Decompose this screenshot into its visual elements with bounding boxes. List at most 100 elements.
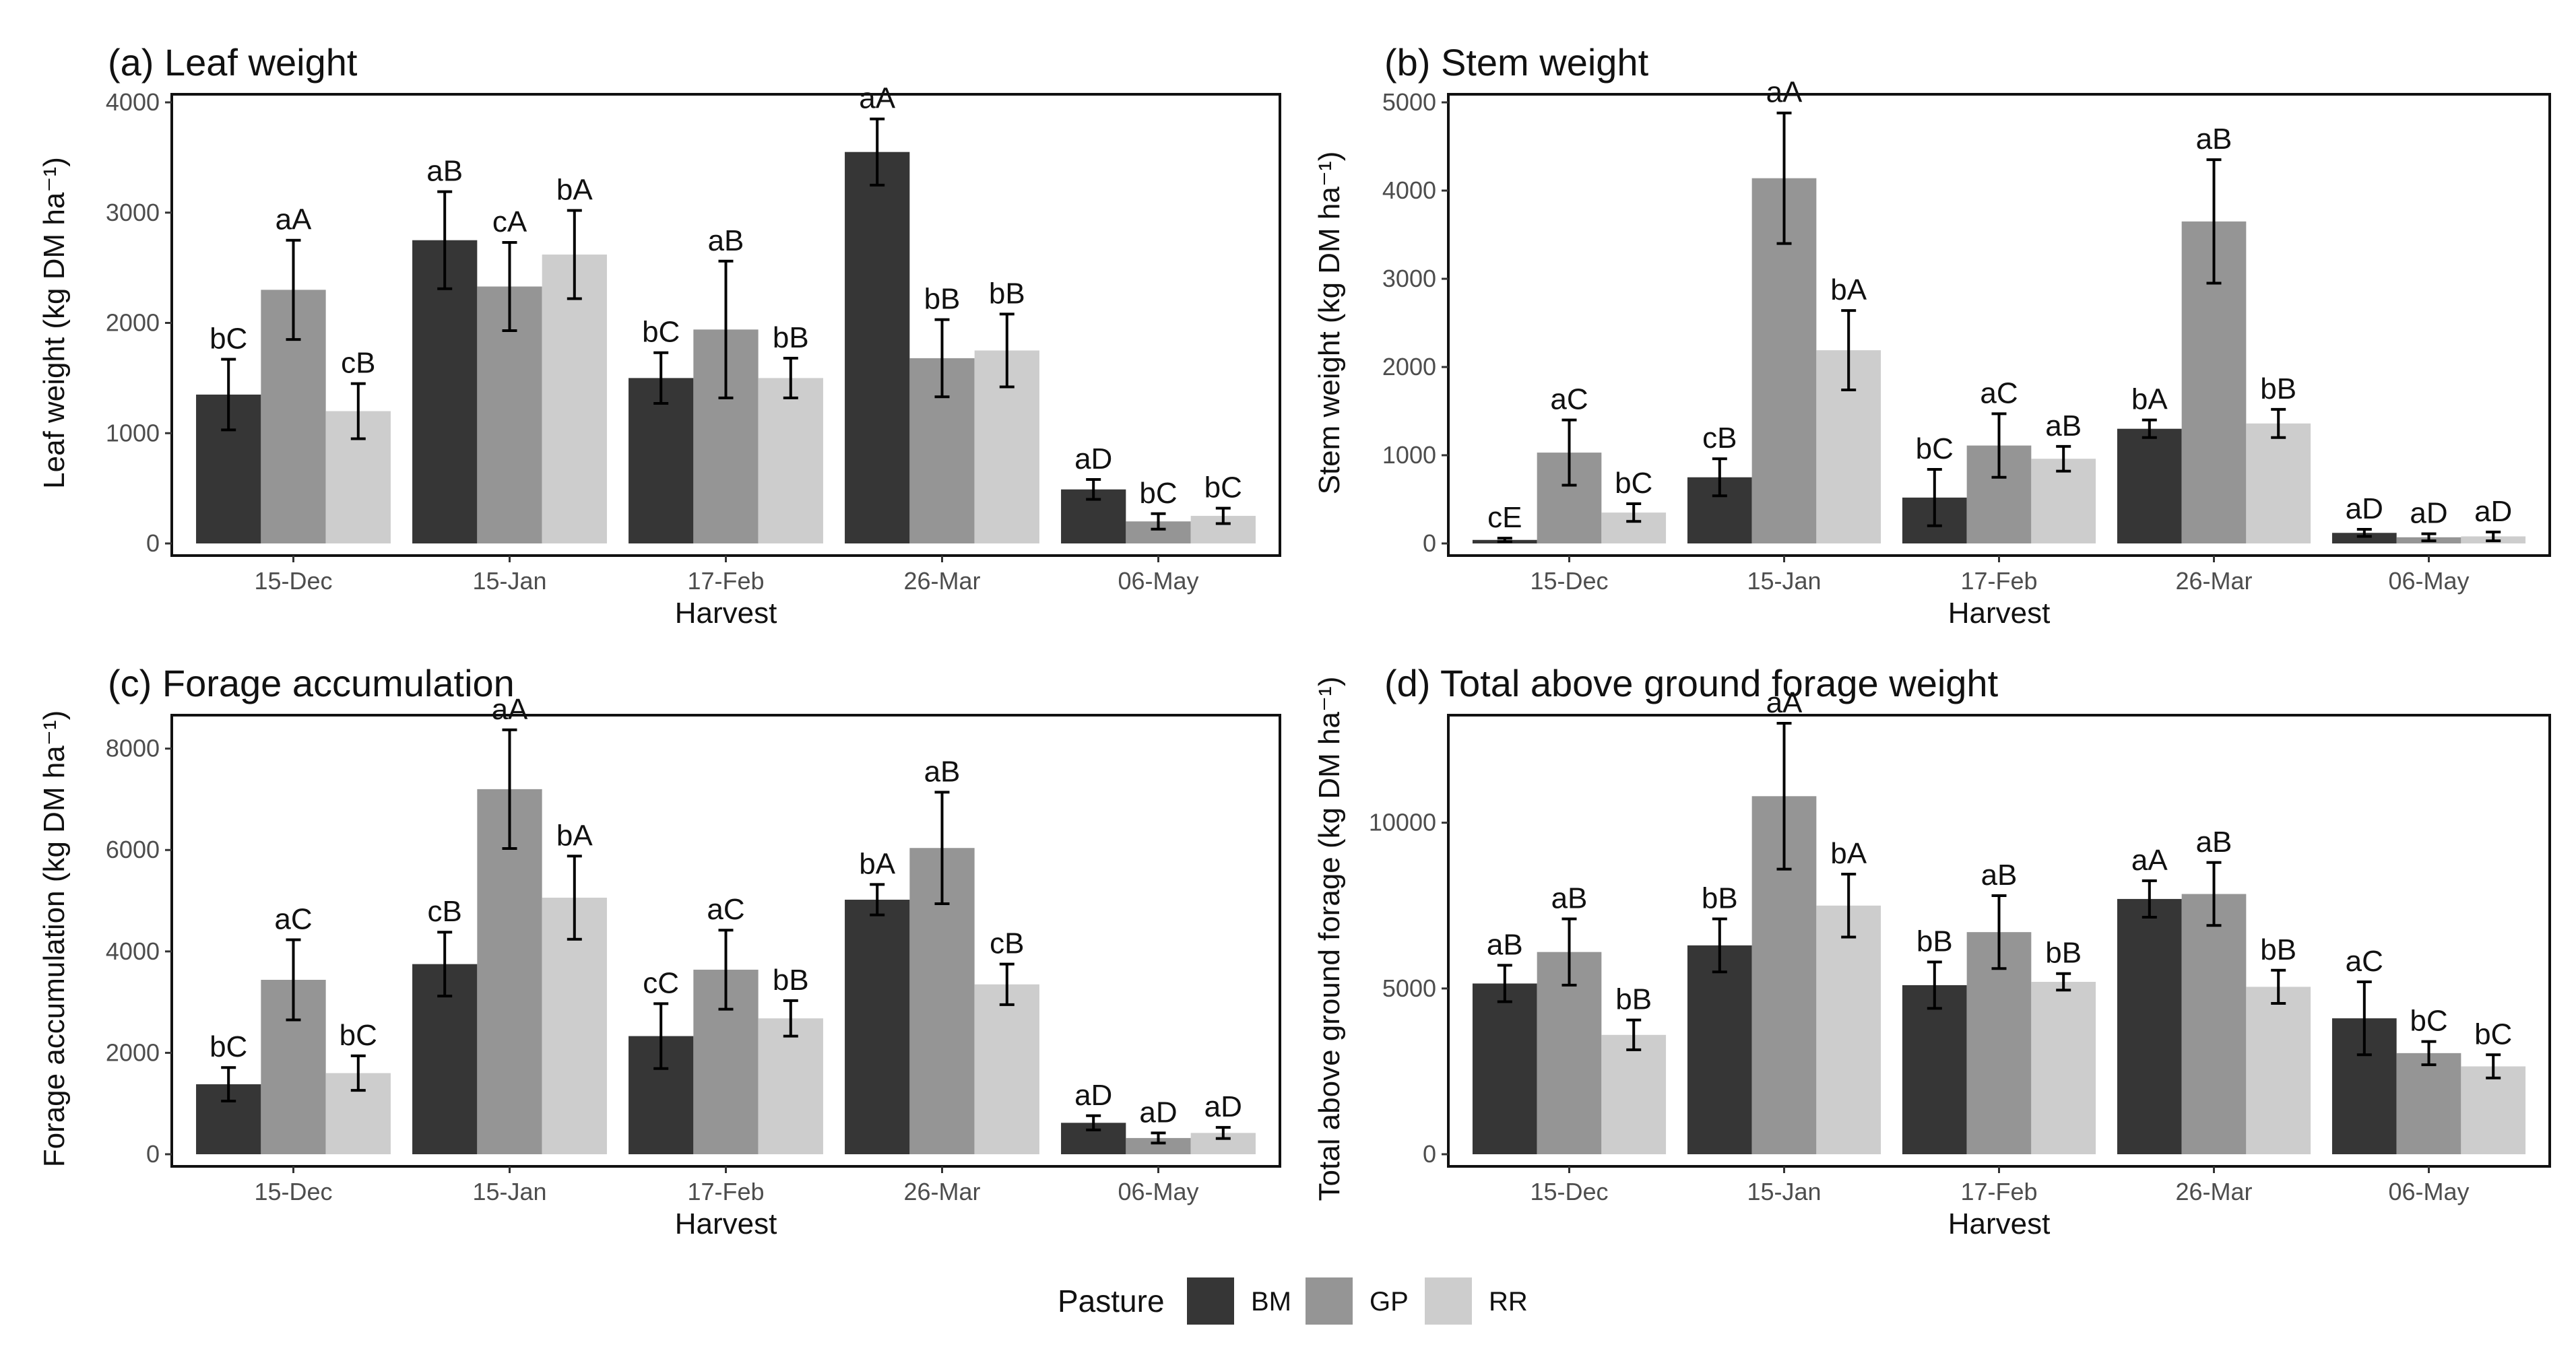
significance-label: aA <box>859 82 895 115</box>
significance-label: cB <box>1702 422 1737 455</box>
significance-label: aD <box>1139 1096 1177 1129</box>
bar-rr-17-feb <box>758 1018 823 1154</box>
significance-label: bB <box>773 321 809 354</box>
bar-bm-06-may <box>2331 533 2397 543</box>
significance-label: aD <box>1074 442 1112 475</box>
x-tick-label: 15-Dec <box>254 1178 332 1205</box>
legend-label-gp: GP <box>1370 1287 1409 1317</box>
y-tick-label: 5000 <box>1382 88 1436 116</box>
panel-d: (d) Total above ground forage weight 0 500… <box>1313 662 2551 1240</box>
bar-bm-26-mar <box>2117 898 2182 1154</box>
y-tick-label: 3000 <box>1382 265 1436 292</box>
x-tick-label: 17-Feb <box>687 567 764 595</box>
y-tick-label: 1000 <box>106 419 160 446</box>
panel-title: (b) Stem weight <box>1384 41 1649 84</box>
significance-label: cB <box>428 895 462 928</box>
panel-c: (c) Forage accumulation 0 2000 4000 6000 8000… <box>38 662 1281 1240</box>
x-tick-label: 15-Dec <box>1530 567 1608 595</box>
bar-bm-15-jan <box>412 240 478 543</box>
significance-label: bA <box>2131 383 2168 416</box>
panel-title: (a) Leaf weight <box>108 41 358 84</box>
x-tick-label: 17-Feb <box>1960 567 2037 595</box>
x-tick-label: 17-Feb <box>687 1178 764 1205</box>
panel-title: (d) Total above ground forage weight <box>1384 662 1999 704</box>
significance-label: aB <box>2196 123 2232 156</box>
bar-rr-15-jan <box>1816 905 1881 1154</box>
x-tick-label: 17-Feb <box>1960 1178 2037 1205</box>
bar-bm-17-feb <box>1902 985 1967 1154</box>
legend-label-rr: RR <box>1489 1287 1528 1317</box>
x-tick-label: 15-Jan <box>1747 567 1821 595</box>
panel-b: (b) Stem weight 0 1000 2000 3000 4000 5000 Stem… <box>1313 41 2551 630</box>
y-axis-title: Leaf weight (kg DM ha⁻¹) <box>38 157 71 489</box>
significance-label: aD <box>2474 495 2512 528</box>
y-tick-label: 4000 <box>106 937 160 965</box>
significance-label: bA <box>1830 273 1867 306</box>
significance-label: aB <box>1981 859 2018 892</box>
y-tick-label: 10000 <box>1369 809 1436 836</box>
x-tick-label: 06-May <box>1118 567 1198 595</box>
bar-gp-06-may <box>2396 1053 2461 1154</box>
bar-rr-26-mar <box>974 984 1039 1154</box>
significance-label: cA <box>492 205 527 238</box>
significance-label: bC <box>1139 477 1177 510</box>
significance-label: bB <box>2260 372 2296 405</box>
significance-label: aC <box>707 893 744 926</box>
significance-label: aD <box>1204 1090 1242 1123</box>
x-tick-label: 26-Mar <box>903 567 980 595</box>
y-axis-title: Forage accumulation (kg DM ha⁻¹) <box>38 710 71 1168</box>
legend-label-bm: BM <box>1251 1287 1291 1317</box>
bar-gp-15-jan <box>477 789 542 1154</box>
y-tick-label: 6000 <box>106 836 160 863</box>
x-tick-label: 26-Mar <box>2175 1178 2252 1205</box>
legend-swatch-bm <box>1187 1277 1234 1325</box>
significance-label: bB <box>1615 983 1652 1016</box>
significance-label: aA <box>1766 686 1803 719</box>
legend-swatch-gp <box>1306 1277 1353 1325</box>
x-axis-title: Harvest <box>1948 597 2051 630</box>
significance-label: bA <box>1830 837 1867 870</box>
bar-bm-15-jan <box>1687 945 1752 1154</box>
significance-label: aC <box>1550 383 1588 416</box>
significance-label: cE <box>1487 501 1522 534</box>
y-tick-label: 4000 <box>106 88 160 116</box>
significance-label: bB <box>1702 882 1738 915</box>
significance-label: bB <box>1917 925 1953 958</box>
significance-label: bA <box>556 819 593 852</box>
bar-bm-26-mar <box>2117 428 2182 543</box>
x-tick-label: 15-Dec <box>254 567 332 595</box>
significance-label: aA <box>276 203 312 236</box>
y-tick-label: 3000 <box>106 199 160 226</box>
significance-label: bC <box>1916 432 1954 465</box>
y-tick-label: 2000 <box>106 1038 160 1066</box>
significance-label: aD <box>2410 497 2447 530</box>
bar-bm-17-feb <box>629 378 694 543</box>
y-axis-title: Stem weight (kg DM ha⁻¹) <box>1313 152 1346 495</box>
y-axis-title: Total above ground forage (kg DM ha⁻¹) <box>1313 677 1346 1201</box>
x-axis-title: Harvest <box>675 1207 777 1240</box>
bar-rr-17-feb <box>2031 459 2096 543</box>
legend: Pasture BM GP RR <box>1058 1277 1528 1325</box>
significance-label: aD <box>1074 1079 1112 1112</box>
bar-rr-17-feb <box>2031 982 2096 1154</box>
significance-label: aA <box>2131 844 2168 877</box>
significance-label: bC <box>2410 1005 2447 1038</box>
x-tick-label: 15-Dec <box>1530 1178 1608 1205</box>
panel-a: (a) Leaf weight 0 1000 2000 3000 4000 Leaf wei… <box>38 41 1281 630</box>
bar-bm-26-mar <box>845 900 910 1154</box>
significance-label: bC <box>1615 467 1652 500</box>
significance-label: bC <box>340 1019 377 1052</box>
significance-label: aB <box>708 224 744 257</box>
significance-label: aB <box>1551 882 1588 915</box>
significance-label: aB <box>1487 928 1523 961</box>
significance-label: bB <box>773 964 809 997</box>
x-tick-label: 06-May <box>2388 1178 2469 1205</box>
bar-rr-15-dec <box>1601 1034 1667 1154</box>
bar-rr-26-mar <box>2246 423 2311 543</box>
significance-label: bB <box>989 277 1025 310</box>
x-tick-label: 15-Jan <box>1747 1178 1821 1205</box>
y-tick-label: 8000 <box>106 735 160 762</box>
bar-bm-26-mar <box>845 152 910 543</box>
significance-label: cB <box>341 347 375 380</box>
significance-label: bC <box>210 323 247 356</box>
